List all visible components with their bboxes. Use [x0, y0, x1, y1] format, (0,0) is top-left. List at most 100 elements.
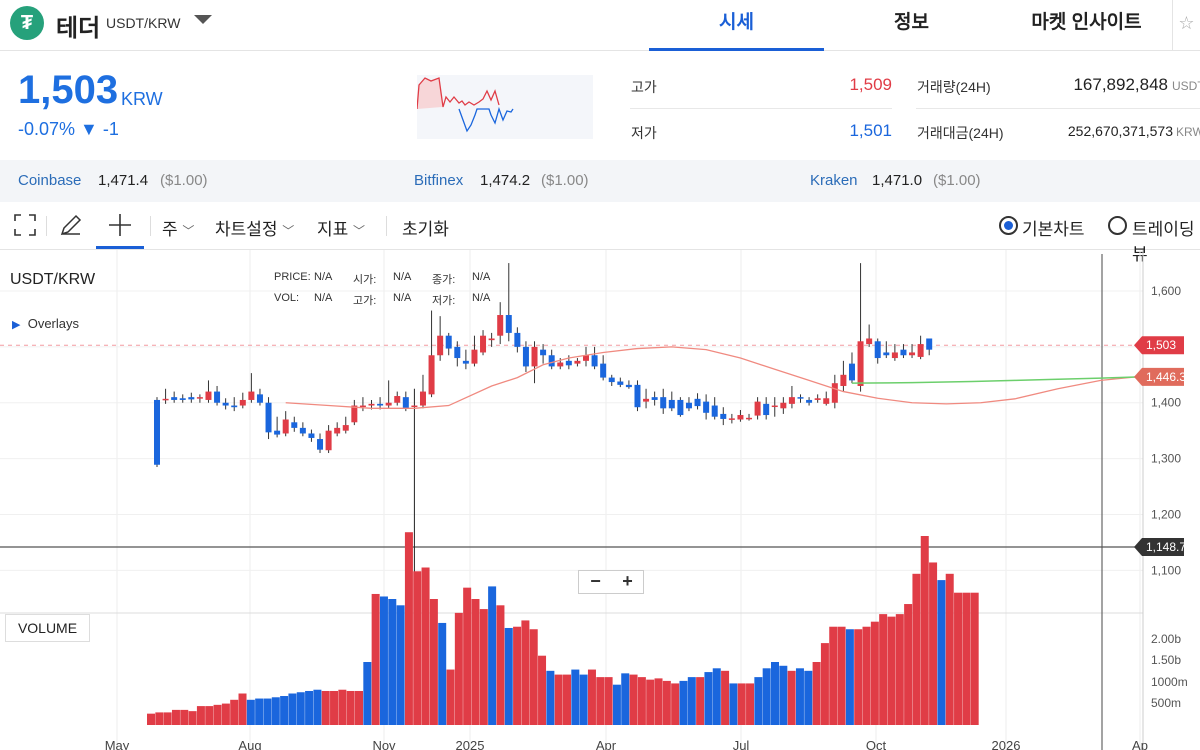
zoom-in-button[interactable]: +: [622, 571, 633, 591]
basic-chart-label[interactable]: 기본차트: [1022, 220, 1085, 239]
exchange-price: 1,474.2: [480, 172, 531, 189]
candle-body: [377, 403, 384, 406]
candle-body: [866, 338, 873, 345]
volume-bar: [188, 711, 197, 725]
tab-market-insight[interactable]: 마켓 인사이트: [1031, 12, 1142, 33]
overlays-toggle[interactable]: ▶ Overlays: [12, 316, 79, 331]
candle-body: [256, 394, 263, 403]
volume-value: 167,892,848: [1073, 75, 1168, 94]
candle-body: [548, 355, 555, 367]
volume-bar: [421, 567, 430, 725]
candle-body: [651, 397, 658, 400]
zoom-out-button[interactable]: −: [590, 571, 601, 591]
amount-value: 252,670,371,573: [1067, 123, 1173, 139]
period-dropdown[interactable]: 주 ﹀: [162, 215, 194, 240]
exchange-name[interactable]: Kraken: [810, 172, 858, 189]
ohlc-vol-label: VOL:: [274, 292, 300, 304]
pencil-icon[interactable]: [58, 212, 84, 238]
candle-body: [351, 405, 358, 423]
volume-bar: [704, 672, 713, 725]
tab-info[interactable]: 정보: [894, 12, 929, 33]
moving-average-tag-text: 1,446.3: [1146, 370, 1186, 384]
volume-bar: [887, 616, 896, 725]
candle-body: [308, 433, 315, 438]
volume-bar: [629, 674, 638, 725]
stat-divider: [630, 108, 892, 109]
star-icon[interactable]: ☆: [1172, 0, 1200, 51]
candle-body: [179, 398, 186, 400]
volume-bar: [504, 627, 513, 725]
crosshair-icon[interactable]: [107, 212, 133, 238]
trading-chart-radio[interactable]: [1108, 216, 1127, 235]
candle-body: [634, 384, 641, 408]
exchange-name[interactable]: Bitfinex: [414, 172, 464, 189]
exchange-name[interactable]: Coinbase: [18, 172, 82, 189]
candle-body: [608, 377, 615, 383]
volume-bar: [646, 679, 655, 725]
ohlc-open-label: 시가:: [353, 274, 377, 286]
volume-bar: [446, 669, 455, 725]
volume-bar: [471, 599, 480, 725]
volume-unit: USDT: [1172, 79, 1200, 93]
ohlc-close-label: 종가:: [432, 274, 456, 286]
candle-body: [823, 398, 830, 404]
price-axis-label: 1,600: [1151, 284, 1181, 298]
volume-bar: [321, 690, 330, 725]
exchange-price: 1,471.0: [872, 172, 923, 189]
reset-button[interactable]: 초기화: [402, 220, 449, 239]
volume-bar: [355, 690, 363, 725]
candle-body: [780, 402, 787, 409]
candle-body: [282, 419, 289, 434]
candle-body: [754, 401, 761, 416]
basic-chart-radio[interactable]: [999, 216, 1018, 235]
cursor-price-tag-text: 1,148.7: [1146, 540, 1186, 554]
volume-bar: [513, 626, 522, 725]
volume-bar: [305, 690, 314, 725]
time-axis-label: Oct: [866, 738, 887, 750]
candle-body: [317, 439, 324, 450]
indicators-dropdown[interactable]: 지표 ﹀: [317, 215, 365, 240]
candle-body: [771, 405, 778, 408]
volume-panel-label[interactable]: VOLUME: [5, 614, 90, 642]
candle-body: [643, 398, 650, 402]
amount-unit: KRW: [1176, 125, 1200, 139]
exchange-bar: [0, 160, 1200, 202]
candle-body: [402, 397, 409, 409]
candle-body: [574, 360, 581, 364]
candle-body: [540, 349, 547, 356]
time-axis-label: Aug: [238, 738, 261, 750]
chart-settings-dropdown[interactable]: 차트설정 ﹀: [215, 215, 294, 240]
time-axis-label: 2025: [456, 738, 485, 750]
tab-price[interactable]: 시세: [649, 0, 824, 51]
chevron-down-icon[interactable]: [194, 15, 212, 24]
candle-body: [196, 397, 203, 399]
volume-bar: [762, 668, 771, 725]
volume-bar: [712, 668, 721, 725]
volume-bar: [587, 669, 596, 725]
coin-name: 테더: [56, 15, 101, 42]
volume-bar: [870, 621, 879, 725]
ohlc-open-value: N/A: [393, 271, 412, 283]
ohlc-low-value: N/A: [472, 292, 491, 304]
candle-body: [814, 398, 821, 400]
candle-body: [857, 341, 864, 386]
exchange-usd: ($1.00): [541, 172, 589, 189]
fullscreen-icon[interactable]: [12, 212, 38, 238]
cursor-price-tag-shape: [1134, 538, 1184, 556]
candle-body: [454, 346, 461, 359]
volume-bar: [280, 696, 289, 725]
volume-bar: [820, 643, 829, 725]
volume-bar: [147, 713, 155, 725]
tether-logo: ₮: [10, 6, 44, 40]
high-label: 고가: [631, 79, 657, 95]
price-chart[interactable]: 1,6001,5001,4001,3001,2001,1002.00b1.50b…: [0, 250, 1200, 750]
candle-body: [840, 374, 847, 386]
current-price: 1,503: [18, 68, 119, 112]
ohlc-high-value: N/A: [393, 292, 412, 304]
volume-bar: [662, 680, 671, 725]
volume-bar: [929, 562, 938, 725]
volume-bar: [754, 677, 763, 725]
top-header: ₮ 테더 USDT/KRW 시세 정보 마켓 인사이트 ☆: [0, 0, 1200, 51]
current-price-tag: 1,503: [1134, 336, 1184, 355]
volume-bar: [970, 592, 979, 725]
